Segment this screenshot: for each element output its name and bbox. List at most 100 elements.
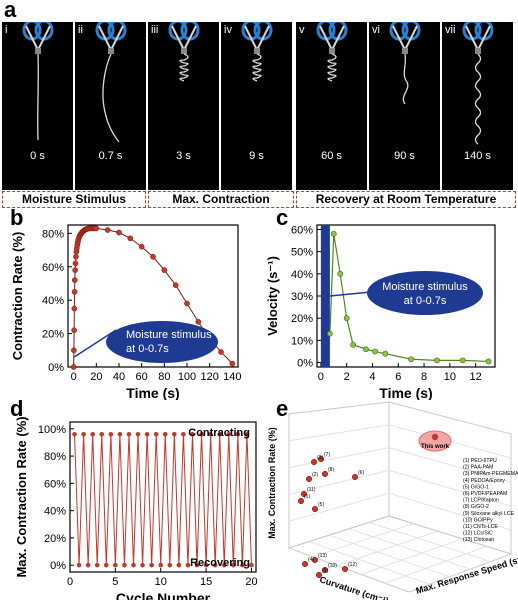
- frame-time: 60 s: [321, 150, 342, 162]
- data-point: [153, 431, 159, 437]
- data-point: [330, 230, 337, 237]
- series-line: [74, 434, 252, 566]
- data-point: [321, 470, 329, 478]
- point-label: (13): [318, 553, 327, 559]
- panel-label-e: e: [276, 396, 289, 421]
- legend-entry: (13) Chitosan: [463, 537, 494, 543]
- x-tick-label: 60: [136, 371, 148, 383]
- y-tick-label: 0%: [48, 362, 64, 374]
- y-axis-label: Max. Contraction Rate (%): [14, 416, 29, 577]
- legend-entry: (10) GO/PPy: [463, 517, 493, 523]
- data-point: [158, 562, 164, 568]
- y-tick-label: 80%: [42, 228, 64, 240]
- frame-vii: vii 140 s: [442, 22, 513, 190]
- y-tick-label: 0%: [297, 358, 313, 370]
- chart-velocity: 0 2 4 6 8 10 12 0% 10% 20% 30% 40% 50% 60% Time (s) Vel…: [265, 224, 496, 400]
- data-point: [382, 350, 389, 357]
- legend-entry: (12) LCs/SiC: [463, 531, 493, 537]
- data-point: [195, 319, 202, 325]
- data-point: [150, 253, 156, 260]
- data-point: [81, 431, 86, 437]
- highlight-point: [431, 433, 439, 441]
- x-tick-label: 8: [421, 371, 427, 383]
- back-wall-left: [288, 401, 390, 549]
- x-tick-label: 0: [71, 371, 77, 383]
- fiber: [402, 53, 409, 105]
- fiber: [102, 53, 120, 143]
- fiber-photo: [462, 22, 494, 145]
- data-point: [85, 562, 91, 568]
- y-tick-label: 20%: [42, 329, 64, 341]
- x-tick-label: 40: [113, 371, 125, 383]
- fiber: [474, 53, 482, 145]
- clamp-tip: [181, 48, 187, 54]
- fiber: [37, 53, 39, 141]
- data-point: [72, 260, 79, 267]
- panel-label-a: a: [4, 0, 17, 22]
- data-point: [212, 562, 218, 568]
- data-point: [149, 562, 154, 568]
- frame-number: vi: [372, 24, 380, 36]
- data-point: [326, 330, 333, 337]
- frame-iv: iv 9 s: [221, 22, 292, 190]
- x-tick-label: 10: [155, 576, 167, 588]
- clamp-tip: [475, 48, 481, 54]
- grid-line: [388, 492, 512, 531]
- x-tick-label: 2: [344, 371, 350, 383]
- data-point: [301, 560, 309, 568]
- data-point: [72, 431, 77, 437]
- fiber-photo: [95, 22, 127, 143]
- data-point: [249, 562, 254, 568]
- frame-time: 0 s: [30, 150, 45, 162]
- y-tick-label: 50%: [291, 247, 313, 259]
- chart-3d-comparison: Max. Contraction Rate (%) Curvature (cm⁻¹…: [267, 401, 518, 600]
- grid-line: [388, 447, 512, 483]
- grid-line: [308, 541, 430, 585]
- frame-number: v: [299, 24, 305, 36]
- data-point: [108, 431, 114, 437]
- frame-time: 3 s: [176, 150, 191, 162]
- panel-label-d: d: [10, 396, 24, 421]
- data-point: [485, 358, 492, 365]
- annotation-line-2: at 0-0.7s: [404, 295, 447, 307]
- legend-entry: (9) Siloxane alkyl LCE: [463, 511, 515, 517]
- x-tick-label: 0: [318, 371, 324, 383]
- series-line: [329, 233, 489, 363]
- data-point: [73, 253, 79, 260]
- floor: [287, 515, 513, 593]
- fiber: [327, 53, 337, 82]
- data-point: [76, 562, 82, 568]
- fiber: [252, 53, 262, 82]
- x-axis-label: Curvature (cm⁻¹): [318, 574, 389, 600]
- y-tick-label: 60%: [44, 478, 66, 490]
- grid-line: [360, 538, 463, 575]
- data-point: [94, 562, 100, 568]
- data-point: [131, 562, 136, 568]
- x-tick-label: 80: [158, 371, 170, 383]
- fiber-photo: [22, 22, 54, 141]
- data-point: [184, 300, 190, 307]
- frame-time: 9 s: [249, 150, 264, 162]
- annotation-pointer: [329, 291, 372, 297]
- point-label: (8): [328, 467, 334, 473]
- y-axis-label: Contraction Rate (%): [10, 232, 25, 361]
- grid-line: [384, 545, 487, 584]
- point-label: (12): [348, 562, 357, 568]
- data-point: [116, 229, 122, 236]
- data-point: [144, 431, 150, 437]
- x-tick-label: 20: [90, 371, 102, 383]
- grid-line: [288, 492, 390, 522]
- frame-v: v 60 s: [296, 22, 367, 190]
- y-axis-label: Velocity (s⁻¹): [265, 256, 280, 336]
- data-point: [231, 562, 236, 568]
- data-point: [203, 562, 209, 568]
- data-point: [176, 562, 182, 568]
- fiber: [179, 53, 189, 82]
- plot-frame: [67, 224, 239, 368]
- data-point: [343, 315, 350, 322]
- data-point: [70, 364, 77, 370]
- grid-line: [388, 469, 512, 507]
- data-point: [126, 431, 132, 437]
- y-tick-label: 10%: [291, 335, 313, 347]
- y-tick-label: 40%: [291, 269, 313, 281]
